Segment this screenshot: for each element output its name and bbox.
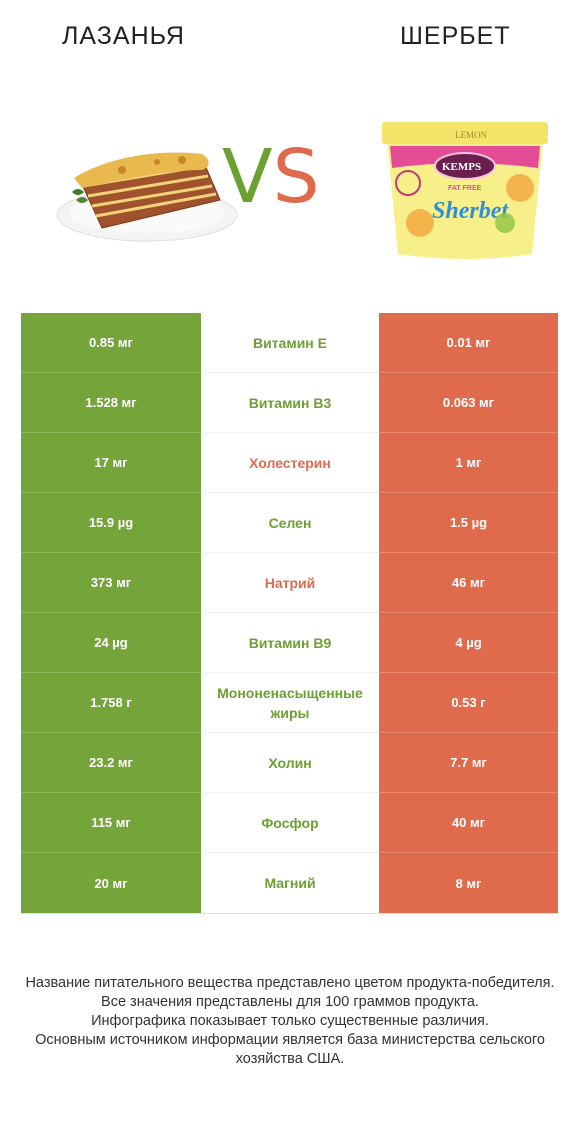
vs-s: S [272,134,320,220]
left-food-title: Лазанья [62,22,185,50]
nutrient-name-cell: Холестерин [201,433,379,493]
table-row: 1.528 мг Витамин B3 0.063 мг [21,373,558,433]
nutrient-name-cell: Селен [201,493,379,553]
nutrient-comparison-table: 0.85 мг Витамин E 0.01 мг 1.528 мг Витамин B… [21,313,558,914]
sherbet-brand-text: KEMPS [442,161,481,173]
table-row: 23.2 мг Холин 7.7 мг [21,733,558,793]
left-value-cell: 115 мг [21,793,201,853]
nutrient-name-cell: Витамин B9 [201,613,379,673]
lasagna-image [56,152,238,242]
sherbet-fatfree-text: FAT FREE [448,185,482,192]
footer-line-3: Инфографика показывает только существенн… [91,1013,489,1029]
nutrient-name-cell: Холин [201,733,379,793]
left-value-cell: 373 мг [21,553,201,613]
right-value-cell: 4 µg [379,613,558,673]
table-row: 373 мг Натрий 46 мг [21,553,558,613]
footer-notes: Название питательного вещества представл… [20,974,560,1069]
table-row: 17 мг Холестерин 1 мг [21,433,558,493]
sherbet-flavor-text: LEMON [455,130,487,140]
table-row: 1.758 г Мононенасыщенные жиры 0.53 г [21,673,558,733]
footer-line-1: Название питательного вещества представл… [25,975,555,991]
left-value-cell: 1.758 г [21,673,201,733]
table-row: 115 мг Фосфор 40 мг [21,793,558,853]
left-value-cell: 17 мг [21,433,201,493]
vs-label: VS [222,140,320,214]
footer-line-4: Основным источником информации является … [35,1032,545,1067]
right-value-cell: 40 мг [379,793,558,853]
nutrient-name-cell: Магний [201,853,379,913]
table-row: 24 µg Витамин B9 4 µg [21,613,558,673]
vs-v: V [222,134,273,220]
left-value-cell: 0.85 мг [21,313,201,373]
right-value-cell: 1 мг [379,433,558,493]
right-value-cell: 0.063 мг [379,373,558,433]
right-food-title: Шербет [400,22,511,50]
left-value-cell: 24 µg [21,613,201,673]
nutrient-name-cell: Фосфор [201,793,379,853]
right-value-cell: 8 мг [379,853,558,913]
right-value-cell: 0.53 г [379,673,558,733]
left-value-cell: 15.9 µg [21,493,201,553]
table-row: 20 мг Магний 8 мг [21,853,558,913]
left-value-cell: 23.2 мг [21,733,201,793]
sherbet-image: LEMON KEMPS FAT FREE Sherbet [382,122,548,259]
left-value-cell: 20 мг [21,853,201,913]
table-row: 0.85 мг Витамин E 0.01 мг [21,313,558,373]
nutrient-name-cell: Мононенасыщенные жиры [201,673,379,733]
left-value-cell: 1.528 мг [21,373,201,433]
right-value-cell: 7.7 мг [379,733,558,793]
nutrient-name-cell: Витамин E [201,313,379,373]
table-row: 15.9 µg Селен 1.5 µg [21,493,558,553]
right-value-cell: 46 мг [379,553,558,613]
right-value-cell: 0.01 мг [379,313,558,373]
footer-line-2: Все значения представлены для 100 граммо… [101,994,479,1010]
nutrient-name-cell: Витамин B3 [201,373,379,433]
right-value-cell: 1.5 µg [379,493,558,553]
nutrient-name-cell: Натрий [201,553,379,613]
